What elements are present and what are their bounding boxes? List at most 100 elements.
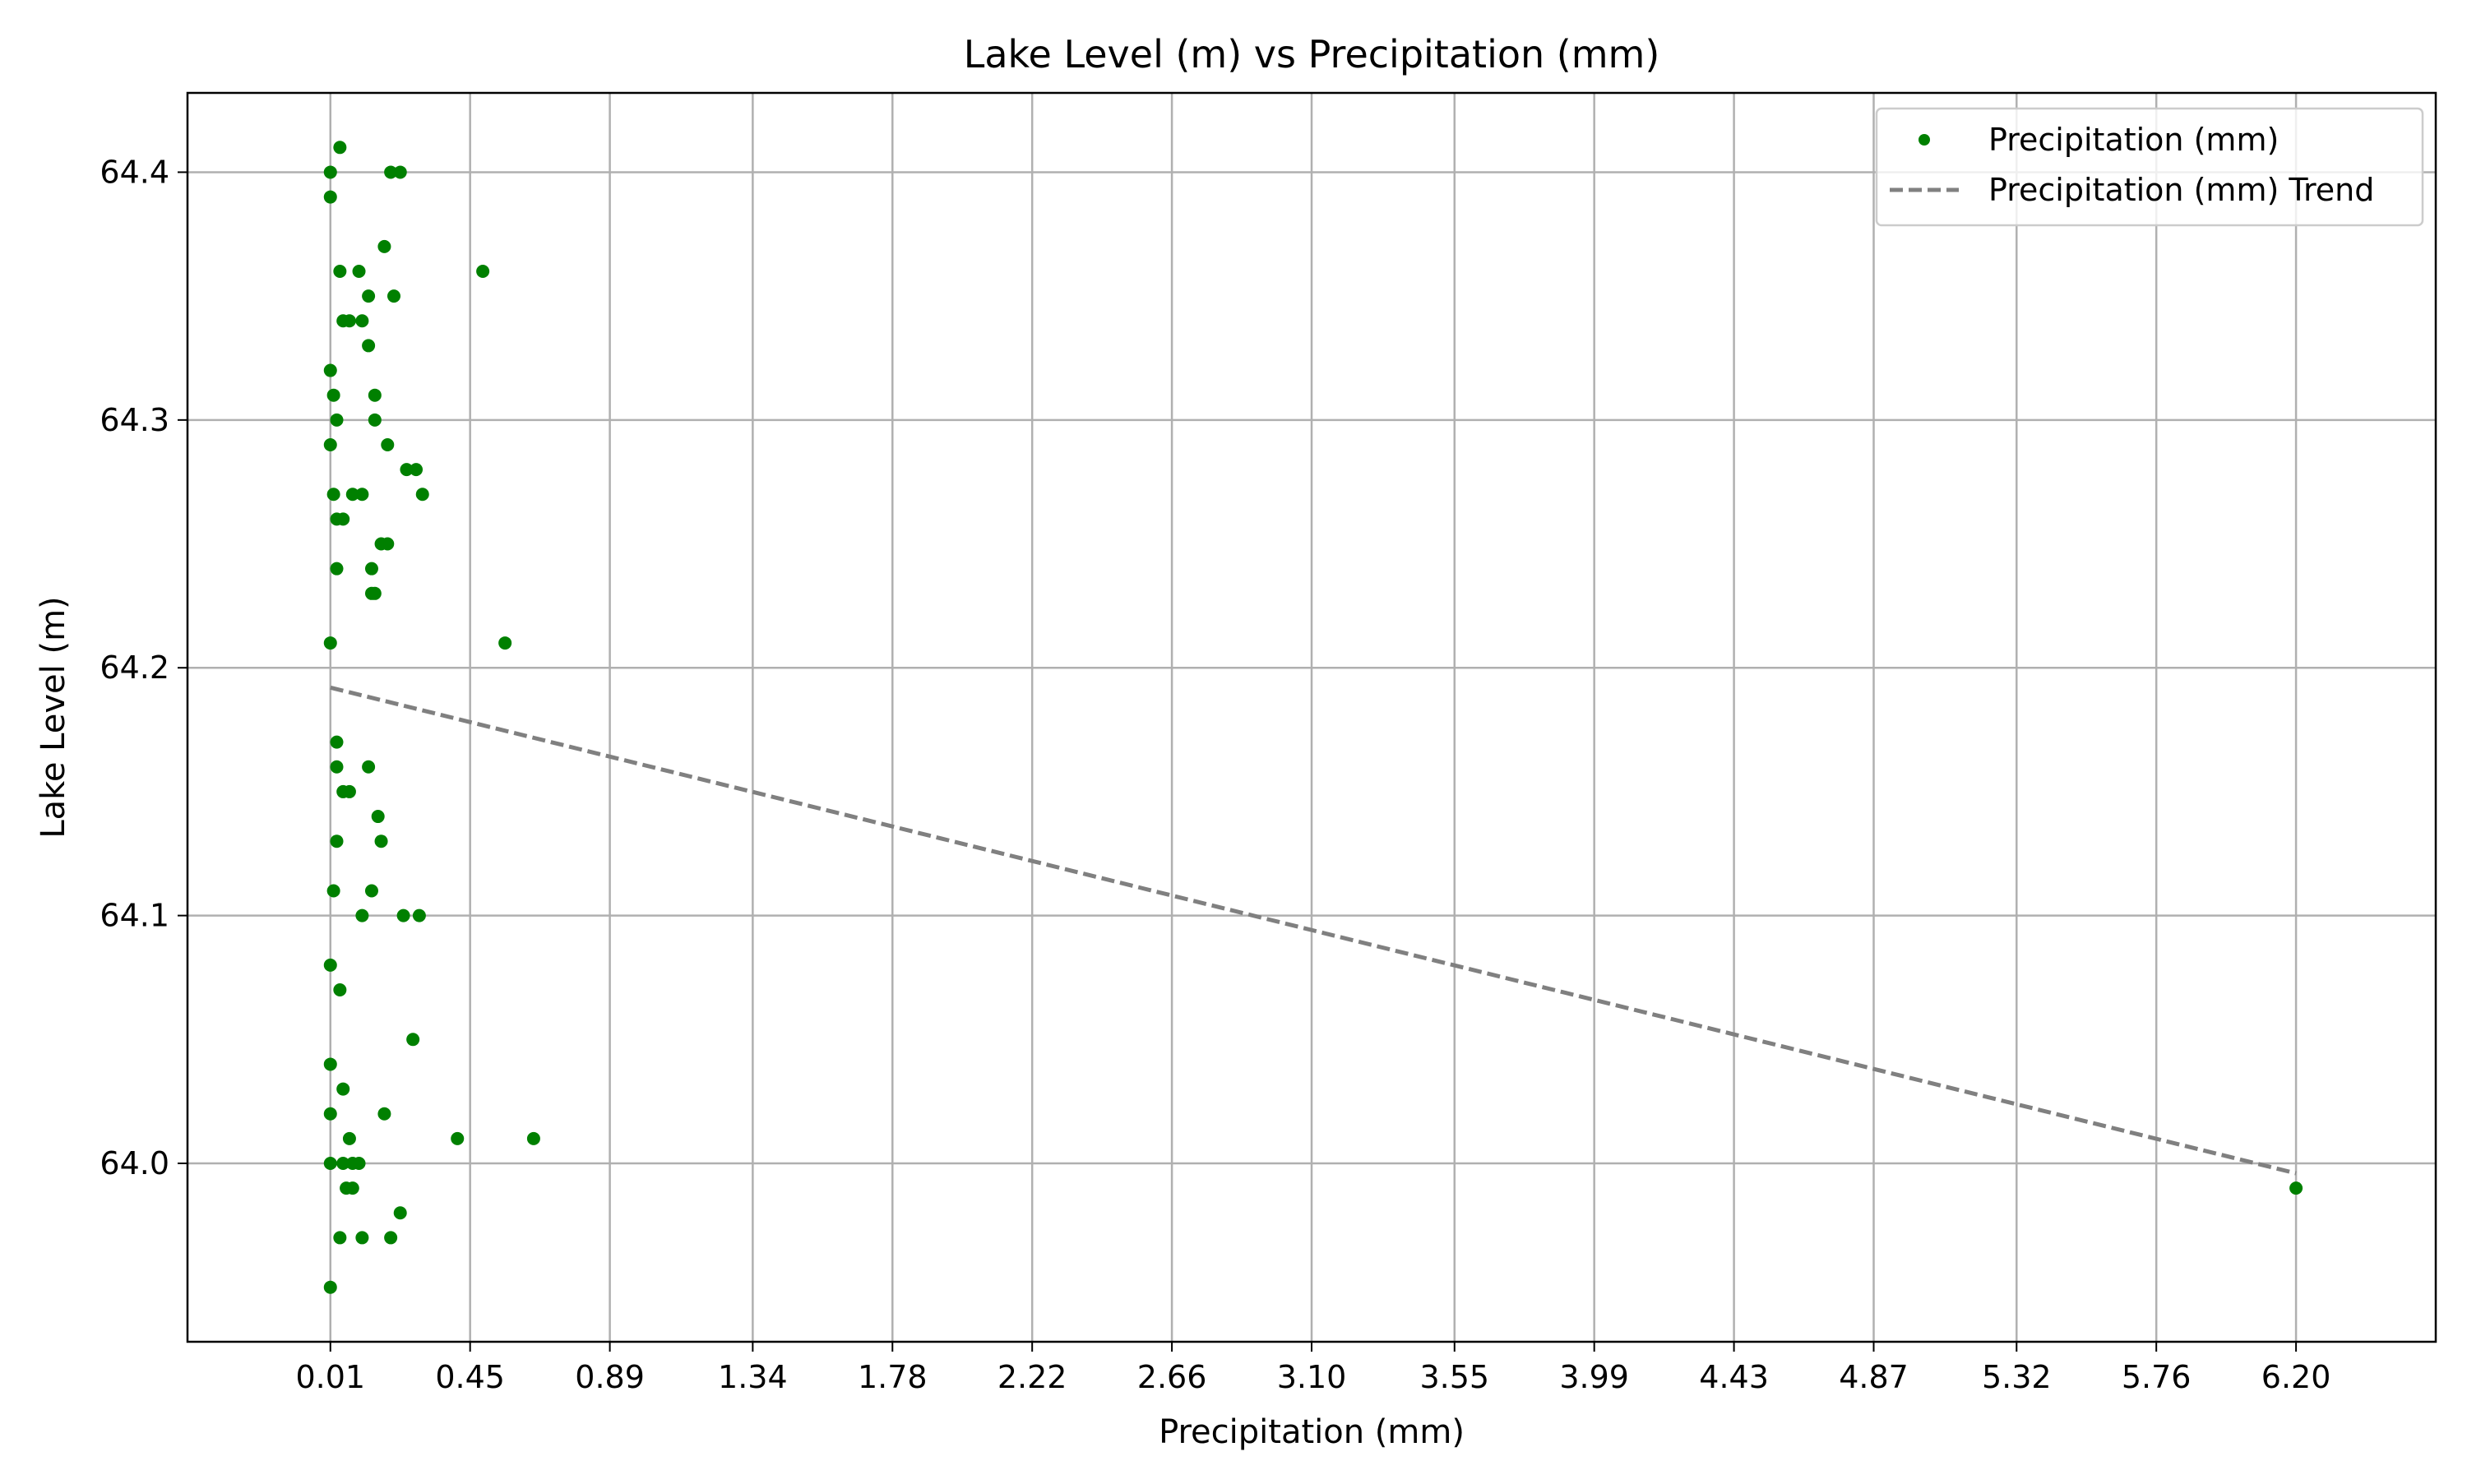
scatter-point bbox=[362, 339, 376, 353]
scatter-point bbox=[368, 388, 382, 402]
x-tick-label: 0.45 bbox=[435, 1359, 505, 1395]
x-tick-label: 0.01 bbox=[295, 1359, 365, 1395]
y-tick-label: 64.0 bbox=[100, 1145, 169, 1181]
scatter-point bbox=[498, 636, 512, 650]
scatter-point bbox=[410, 463, 424, 477]
scatter-point bbox=[2289, 1181, 2303, 1195]
scatter-point bbox=[323, 958, 337, 972]
legend-box bbox=[1875, 107, 2424, 227]
scatter-point bbox=[336, 1082, 350, 1096]
scatter-point bbox=[374, 834, 388, 848]
scatter-point bbox=[355, 1231, 369, 1245]
x-tick-label: 5.76 bbox=[2122, 1359, 2192, 1395]
scatter-point bbox=[381, 437, 395, 451]
scatter-point bbox=[342, 314, 356, 328]
scatter-point bbox=[355, 314, 369, 328]
x-tick-label: 4.43 bbox=[1699, 1359, 1769, 1395]
scatter-point bbox=[342, 784, 356, 798]
legend-label-scatter: Precipitation (mm) bbox=[1988, 122, 2279, 158]
trend-line bbox=[330, 685, 2297, 1176]
scatter-point bbox=[333, 141, 347, 155]
scatter-point bbox=[326, 488, 340, 502]
legend: Precipitation (mm) Precipitation (mm) Tr… bbox=[1875, 107, 2424, 227]
scatter-point bbox=[330, 735, 344, 749]
x-tick-label: 1.78 bbox=[858, 1359, 928, 1395]
x-axis-ticks: 0.01 0.45 0.89 1.34 1.78 2.22 2.66 3.10 3.55 3.99… bbox=[295, 1342, 2330, 1395]
scatter-point bbox=[526, 1131, 540, 1145]
scatter-point bbox=[362, 289, 376, 303]
scatter-point bbox=[326, 388, 340, 402]
y-axis-title: Lake Level (m) bbox=[35, 596, 72, 838]
scatter-point bbox=[336, 512, 350, 526]
scatter-point bbox=[323, 165, 337, 179]
legend-label-trend: Precipitation (mm) Trend bbox=[1988, 172, 2374, 208]
scatter-point bbox=[406, 1033, 420, 1047]
x-tick-label: 2.22 bbox=[997, 1359, 1067, 1395]
grid bbox=[187, 93, 2436, 1342]
scatter-point bbox=[355, 488, 369, 502]
x-tick-label: 0.89 bbox=[575, 1359, 645, 1395]
scatter-point bbox=[323, 1057, 337, 1071]
scatter-point bbox=[333, 265, 347, 278]
scatter-point bbox=[368, 413, 382, 427]
scatter-point bbox=[371, 810, 385, 824]
x-tick-label: 3.55 bbox=[1419, 1359, 1489, 1395]
x-axis-title: Precipitation (mm) bbox=[1159, 1413, 1465, 1451]
scatter-point bbox=[342, 1131, 356, 1145]
y-tick-label: 64.3 bbox=[100, 402, 169, 438]
scatter-point bbox=[352, 265, 366, 278]
y-axis-ticks: 64.0 64.1 64.2 64.3 64.4 bbox=[100, 154, 187, 1181]
scatter-point bbox=[323, 1280, 337, 1294]
scatter-point bbox=[323, 1157, 337, 1170]
x-tick-label: 3.10 bbox=[1277, 1359, 1347, 1395]
x-tick-label: 3.99 bbox=[1559, 1359, 1629, 1395]
scatter-point bbox=[330, 834, 344, 848]
chart-title: Lake Level (m) vs Precipitation (mm) bbox=[964, 32, 1660, 76]
scatter-point bbox=[377, 1107, 391, 1121]
legend-marker-scatter bbox=[1919, 134, 1930, 146]
scatter-point bbox=[387, 289, 401, 303]
scatter-point bbox=[330, 413, 344, 427]
scatter-point bbox=[362, 760, 376, 774]
scatter-point bbox=[323, 363, 337, 377]
scatter-point bbox=[323, 1107, 337, 1121]
scatter-point bbox=[333, 1231, 347, 1245]
scatter-point bbox=[451, 1131, 465, 1145]
scatter-point bbox=[377, 239, 391, 253]
scatter-point bbox=[323, 190, 337, 204]
scatter-point bbox=[345, 488, 359, 502]
y-tick-label: 64.4 bbox=[100, 154, 169, 190]
x-tick-label: 6.20 bbox=[2261, 1359, 2331, 1395]
x-tick-label: 5.32 bbox=[1982, 1359, 2052, 1395]
scatter-point bbox=[355, 908, 369, 922]
scatter-point bbox=[396, 908, 410, 922]
x-tick-label: 4.87 bbox=[1839, 1359, 1909, 1395]
scatter-point bbox=[364, 884, 378, 898]
scatter-point bbox=[415, 488, 429, 502]
scatter-point bbox=[326, 884, 340, 898]
scatter-point bbox=[323, 437, 337, 451]
scatter-point bbox=[476, 265, 490, 278]
scatter-point bbox=[393, 1206, 407, 1220]
scatter-point bbox=[400, 463, 414, 477]
scatter-point bbox=[323, 636, 337, 650]
scatter-point bbox=[333, 983, 347, 997]
scatter-point bbox=[384, 165, 398, 179]
scatter-point bbox=[384, 1231, 398, 1245]
scatter-point bbox=[336, 1157, 350, 1170]
y-tick-label: 64.2 bbox=[100, 650, 169, 686]
scatter-point bbox=[364, 562, 378, 576]
scatter-point bbox=[345, 1181, 359, 1195]
scatter-point bbox=[381, 537, 395, 551]
scatter-point bbox=[330, 760, 344, 774]
scatter-points bbox=[323, 141, 2303, 1294]
x-tick-label: 2.66 bbox=[1137, 1359, 1207, 1395]
x-tick-label: 1.34 bbox=[718, 1359, 788, 1395]
scatter-point bbox=[352, 1157, 366, 1170]
scatter-point bbox=[368, 586, 382, 600]
scatter-point bbox=[393, 165, 407, 179]
scatter-point bbox=[330, 562, 344, 576]
y-tick-label: 64.1 bbox=[100, 898, 169, 934]
